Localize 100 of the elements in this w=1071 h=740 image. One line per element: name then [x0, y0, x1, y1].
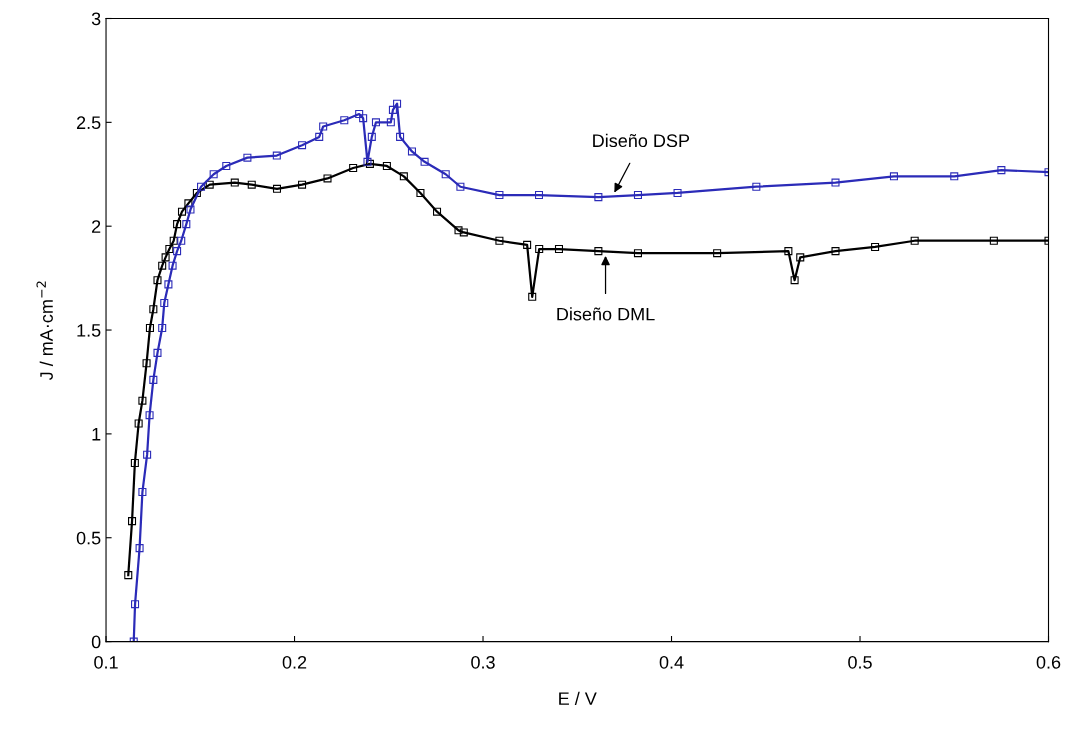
point — [420, 157, 429, 166]
annotation: Diseño DML — [557, 307, 655, 321]
point — [495, 191, 504, 200]
point — [135, 544, 144, 553]
point — [272, 184, 282, 193]
point — [138, 488, 147, 497]
point — [145, 323, 154, 332]
point — [205, 180, 214, 189]
y-tick-label: 0.5 — [76, 531, 101, 545]
point — [143, 450, 152, 459]
point — [871, 242, 880, 251]
x-tick-label: 0.5 — [848, 655, 872, 669]
point — [433, 207, 442, 216]
point — [158, 323, 167, 332]
point — [456, 182, 465, 191]
point — [371, 118, 380, 127]
point — [386, 118, 395, 127]
point — [298, 141, 307, 150]
point — [831, 178, 840, 187]
point — [355, 110, 364, 119]
x-tick-label: 0.2 — [282, 655, 307, 669]
point — [416, 188, 425, 197]
point — [790, 276, 799, 285]
point — [594, 247, 603, 256]
point — [165, 245, 174, 254]
annotation: Diseño DSP — [593, 133, 690, 148]
point — [230, 178, 239, 187]
point — [594, 193, 603, 202]
point — [142, 359, 151, 368]
point — [149, 375, 158, 384]
point — [393, 99, 402, 108]
point — [633, 191, 642, 200]
point — [997, 166, 1006, 175]
point — [222, 161, 231, 170]
point — [177, 207, 187, 216]
point — [131, 600, 140, 609]
y-tick-label: 3 — [91, 12, 101, 26]
point — [323, 174, 332, 183]
point — [134, 419, 143, 428]
point — [182, 220, 191, 229]
point — [243, 153, 252, 162]
x-axis-title: E / V — [559, 691, 597, 706]
point — [340, 116, 349, 125]
point — [495, 236, 504, 245]
point — [713, 249, 722, 258]
point — [673, 188, 682, 197]
point — [158, 261, 167, 270]
point — [161, 253, 170, 262]
point — [130, 458, 139, 467]
point — [138, 396, 147, 405]
point — [528, 292, 537, 301]
y-tick-label: 2 — [92, 220, 101, 233]
point — [367, 132, 376, 141]
x-tick-label: 0.4 — [659, 655, 684, 669]
point — [388, 105, 397, 114]
point — [454, 226, 463, 235]
y-tick-label: 1 — [92, 428, 101, 441]
point — [173, 247, 182, 256]
point — [124, 571, 133, 580]
point — [153, 348, 162, 357]
point — [128, 517, 137, 526]
point — [315, 132, 324, 141]
point — [831, 247, 840, 256]
point — [359, 114, 368, 123]
point — [319, 122, 328, 131]
point — [441, 170, 450, 179]
point — [382, 161, 391, 170]
y-tick-label: 1.5 — [77, 324, 101, 337]
y-axis-title: J / mA·cm$^{−2}$ — [36, 281, 53, 381]
point — [784, 247, 793, 256]
point — [889, 172, 898, 181]
point — [184, 199, 193, 208]
point — [209, 170, 218, 179]
point — [534, 191, 544, 200]
point — [272, 151, 281, 160]
x-tick-label: 0.1 — [94, 655, 118, 669]
point — [145, 411, 154, 420]
y-tick-label: 2.5 — [76, 116, 101, 130]
point — [633, 249, 642, 258]
point — [192, 188, 201, 197]
point — [796, 253, 805, 262]
point — [554, 245, 564, 254]
point — [396, 132, 405, 141]
point — [186, 205, 195, 214]
point — [349, 164, 358, 173]
point — [168, 261, 177, 270]
x-tick-label: 0.3 — [471, 655, 495, 669]
point — [910, 236, 919, 245]
point — [950, 172, 959, 181]
point — [149, 305, 158, 314]
point — [298, 180, 307, 189]
point — [197, 182, 206, 191]
point — [523, 240, 532, 249]
point — [989, 236, 998, 245]
x-tick-label: 0.6 — [1036, 655, 1061, 669]
point — [459, 228, 468, 237]
point — [247, 180, 256, 189]
point — [407, 147, 416, 156]
point — [535, 245, 544, 254]
point — [169, 236, 178, 245]
